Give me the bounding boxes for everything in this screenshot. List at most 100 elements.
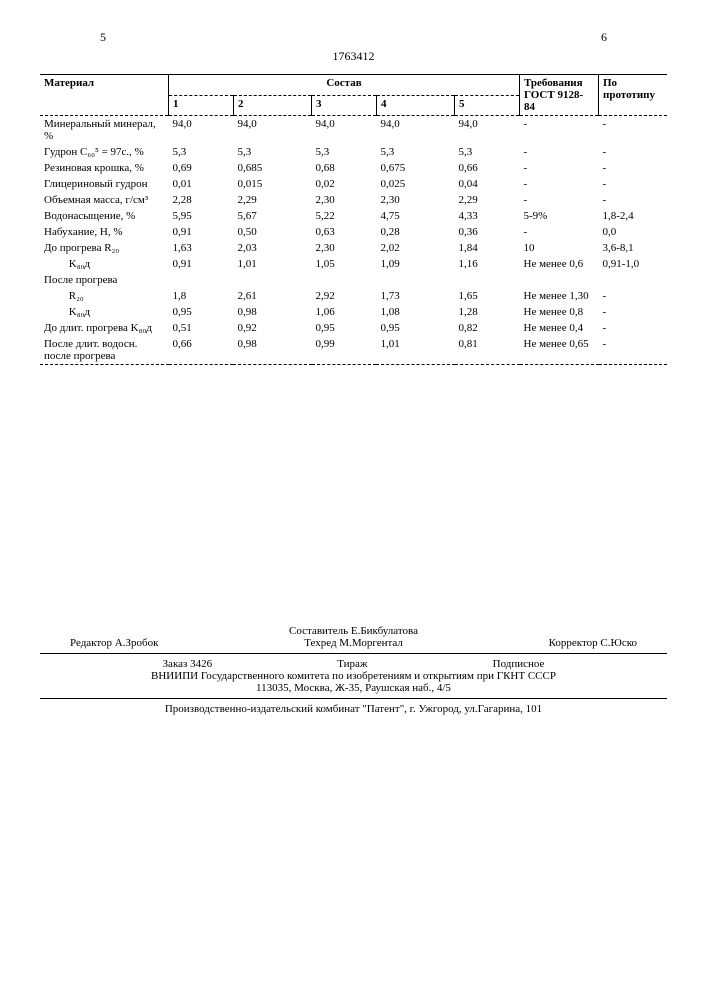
cell-proto: - — [599, 176, 668, 192]
row-label: Резиновая крошка, % — [40, 160, 169, 176]
col-material: Материал — [40, 75, 169, 116]
cell-gost — [520, 272, 599, 288]
cell-value: 1,63 — [169, 240, 234, 256]
cell-value: 0,82 — [455, 320, 520, 336]
addr1: 113035, Москва, Ж-35, Раушская наб., 4/5 — [40, 682, 667, 694]
subcol-1: 1 — [169, 95, 234, 116]
cell-value: 0,51 — [169, 320, 234, 336]
row-label: Глицериновый гудрон — [40, 176, 169, 192]
cell-value: 0,68 — [312, 160, 377, 176]
cell-value: 1,01 — [376, 336, 454, 365]
table-row: Минеральный минерал, %94,094,094,094,094… — [40, 116, 667, 145]
col-gost: Требования ГОСТ 9128-84 — [520, 75, 599, 116]
cell-value — [169, 272, 234, 288]
cell-proto: 3,6-8,1 — [599, 240, 668, 256]
col-proto: По прототипу — [599, 75, 668, 116]
cell-gost: - — [520, 224, 599, 240]
cell-gost: Не менее 0,4 — [520, 320, 599, 336]
cell-gost: - — [520, 176, 599, 192]
cell-value — [312, 272, 377, 288]
table-row: После прогрева — [40, 272, 667, 288]
cell-value: 5,95 — [169, 208, 234, 224]
cell-value: 0,95 — [169, 304, 234, 320]
row-label: Объемная масса, г/см³ — [40, 192, 169, 208]
cell-value: 94,0 — [169, 116, 234, 145]
row-label: K₈₀д — [40, 304, 169, 320]
cell-gost: Не менее 0,8 — [520, 304, 599, 320]
cell-value: 0,63 — [312, 224, 377, 240]
cell-value — [233, 272, 311, 288]
cell-proto: 0,91-1,0 — [599, 256, 668, 272]
cell-value: 2,29 — [233, 192, 311, 208]
cell-value: 5,3 — [455, 144, 520, 160]
cell-value: 1,84 — [455, 240, 520, 256]
cell-proto: - — [599, 192, 668, 208]
cell-value: 0,50 — [233, 224, 311, 240]
cell-value: 2,30 — [376, 192, 454, 208]
cell-value: 0,98 — [233, 304, 311, 320]
cell-proto: 0,0 — [599, 224, 668, 240]
cell-value: 0,02 — [312, 176, 377, 192]
cell-gost: 5-9% — [520, 208, 599, 224]
cell-value: 0,81 — [455, 336, 520, 365]
table-row: Набухание, Н, %0,910,500,630,280,36-0,0 — [40, 224, 667, 240]
cell-value: 1,01 — [233, 256, 311, 272]
table-row: До длит. прогрева K₈₀д0,510,920,950,950,… — [40, 320, 667, 336]
cell-value: 1,09 — [376, 256, 454, 272]
sostavitel: Составитель Е.Бикбулатова — [40, 625, 667, 637]
row-label: До прогрева R₂₀ — [40, 240, 169, 256]
cell-gost: - — [520, 144, 599, 160]
cell-gost: Не менее 1,30 — [520, 288, 599, 304]
row-label: До длит. прогрева K₈₀д — [40, 320, 169, 336]
cell-value: 1,8 — [169, 288, 234, 304]
cell-proto: - — [599, 288, 668, 304]
page-col-left: 5 — [100, 30, 106, 45]
cell-value: 1,05 — [312, 256, 377, 272]
row-label: Набухание, Н, % — [40, 224, 169, 240]
row-label: После прогрева — [40, 272, 169, 288]
cell-value: 5,3 — [169, 144, 234, 160]
cell-value: 5,3 — [233, 144, 311, 160]
cell-value: 0,95 — [312, 320, 377, 336]
cell-value: 4,75 — [376, 208, 454, 224]
tehred: Техред М.Моргентал — [304, 637, 403, 649]
cell-value: 2,28 — [169, 192, 234, 208]
cell-value: 0,92 — [233, 320, 311, 336]
cell-value: 1,73 — [376, 288, 454, 304]
tirazh: Тираж — [337, 658, 367, 670]
cell-value: 5,3 — [312, 144, 377, 160]
cell-value: 5,67 — [233, 208, 311, 224]
cell-gost: Не менее 0,65 — [520, 336, 599, 365]
cell-value: 0,99 — [312, 336, 377, 365]
cell-proto: - — [599, 144, 668, 160]
cell-value: 1,28 — [455, 304, 520, 320]
cell-gost: - — [520, 160, 599, 176]
zakaz: Заказ 3426 — [163, 658, 213, 670]
col-sostav: Состав — [169, 75, 520, 96]
cell-value: 2,30 — [312, 240, 377, 256]
cell-proto: 1,8-2,4 — [599, 208, 668, 224]
table-row: До прогрева R₂₀1,632,032,302,021,84103,6… — [40, 240, 667, 256]
cell-proto: - — [599, 160, 668, 176]
cell-value: 1,06 — [312, 304, 377, 320]
cell-value: 0,675 — [376, 160, 454, 176]
cell-value: 4,33 — [455, 208, 520, 224]
cell-value: 2,03 — [233, 240, 311, 256]
cell-value: 0,98 — [233, 336, 311, 365]
row-label: Минеральный минерал, % — [40, 116, 169, 145]
table-row: После длит. водосн. после прогрева0,660,… — [40, 336, 667, 365]
cell-value: 2,29 — [455, 192, 520, 208]
cell-value — [455, 272, 520, 288]
cell-value: 94,0 — [312, 116, 377, 145]
cell-value: 1,08 — [376, 304, 454, 320]
table-row: R₂₀1,82,612,921,731,65Не менее 1,30- — [40, 288, 667, 304]
cell-value: 0,66 — [455, 160, 520, 176]
cell-value: 0,91 — [169, 224, 234, 240]
cell-value: 0,36 — [455, 224, 520, 240]
table-row: K₈₀д0,950,981,061,081,28Не менее 0,8- — [40, 304, 667, 320]
subcol-2: 2 — [233, 95, 311, 116]
cell-value: 1,16 — [455, 256, 520, 272]
cell-gost: Не менее 0,6 — [520, 256, 599, 272]
cell-value: 5,3 — [376, 144, 454, 160]
cell-proto: - — [599, 116, 668, 145]
